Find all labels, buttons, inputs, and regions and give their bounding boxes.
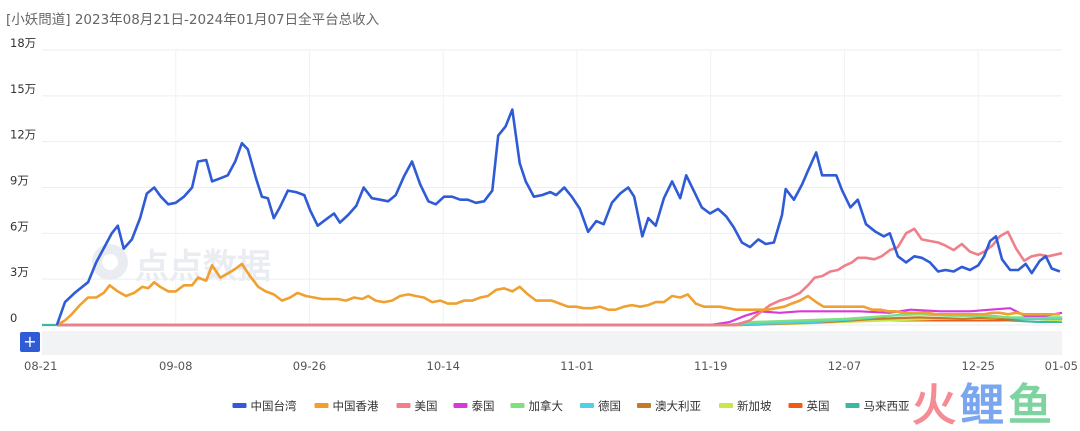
legend-item[interactable]: 泰国	[453, 399, 495, 413]
legend-label: 新加坡	[737, 399, 772, 413]
series-line-1	[56, 262, 1060, 327]
legend-item[interactable]: 中国香港	[314, 399, 379, 413]
y-axis: 0 3万 6万 9万 12万 15万 18万	[10, 36, 36, 325]
watermark: 点点数据	[135, 247, 271, 287]
slider-track[interactable]	[42, 331, 1062, 355]
legend-swatch	[845, 403, 860, 408]
x-tick-label: 11-01	[560, 359, 593, 373]
legend-swatch	[580, 403, 594, 408]
huoliyu-logo: 火 鲤 鱼	[912, 380, 1052, 431]
legend-item[interactable]: 中国台湾	[232, 399, 297, 413]
x-tick-label: 10-14	[427, 359, 460, 373]
x-tick-label: 08-21	[24, 359, 57, 373]
x-axis: 08-21 09-08 09-26 10-14 11-01 11-19 12-07 12-25…	[24, 359, 1078, 373]
y-tick-label: 6万	[10, 219, 29, 233]
series-line-4	[56, 313, 1063, 327]
series-line-3	[56, 307, 1063, 327]
x-tick-label: 09-26	[293, 359, 326, 373]
legend-swatch	[510, 403, 525, 408]
legend-swatch	[314, 403, 329, 408]
legend-swatch	[396, 403, 411, 408]
x-tick-label: 12-07	[828, 359, 861, 373]
chart-title: [小妖問道] 2023年08月21日-2024年01月07日全平台总收入	[6, 12, 380, 28]
x-tick-label: 09-08	[159, 359, 192, 373]
legend-label: 英国	[807, 399, 830, 413]
legend-swatch	[788, 403, 803, 408]
y-tick-label: 0	[10, 311, 17, 325]
legend-item[interactable]: 加拿大	[510, 399, 564, 413]
series-lines	[42, 108, 1063, 327]
y-tick-label: 9万	[10, 174, 29, 188]
slider-handle-button[interactable]	[20, 332, 40, 352]
legend-label: 加拿大	[529, 399, 564, 413]
legend-item[interactable]: 新加坡	[719, 399, 772, 413]
logo-char: 火	[912, 380, 956, 431]
y-tick-label: 3万	[10, 265, 29, 279]
legend-swatch	[719, 403, 733, 408]
y-tick-label: 12万	[10, 128, 36, 142]
series-line-2	[56, 227, 1063, 327]
legend-label: 中国台湾	[251, 399, 297, 413]
x-tick-label: 01-05	[1045, 359, 1078, 373]
legend-label: 德国	[598, 399, 621, 413]
legend-item[interactable]: 马来西亚	[845, 399, 910, 413]
y-tick-label: 18万	[10, 36, 36, 50]
logo-char: 鱼	[1008, 380, 1052, 431]
legend-swatch	[232, 403, 247, 408]
y-tick-label: 15万	[10, 82, 36, 96]
x-tick-label: 11-19	[694, 359, 727, 373]
legend-item[interactable]: 美国	[396, 399, 438, 413]
legend-label: 美国	[415, 399, 438, 413]
legend-label: 泰国	[472, 399, 495, 413]
x-tick-label: 12-25	[961, 359, 994, 373]
legend-label: 中国香港	[333, 399, 379, 413]
legend-item[interactable]: 德国	[580, 399, 621, 413]
legend-item[interactable]: 澳大利亚	[637, 399, 701, 413]
legend-swatch	[637, 403, 651, 408]
legend-label: 马来西亚	[864, 399, 910, 413]
legend-label: 澳大利亚	[655, 399, 701, 413]
zoom-slider[interactable]: +	[20, 331, 1062, 355]
legend: 中国台湾 中国香港 美国 泰国 加拿大 德国 澳大利亚 新加坡 英国 马来西亚	[232, 399, 910, 413]
plus-icon: +	[23, 332, 36, 351]
series-line-0	[55, 108, 1061, 326]
legend-swatch	[453, 403, 468, 408]
logo-char: 鲤	[960, 380, 1004, 431]
legend-item[interactable]: 英国	[788, 399, 830, 413]
